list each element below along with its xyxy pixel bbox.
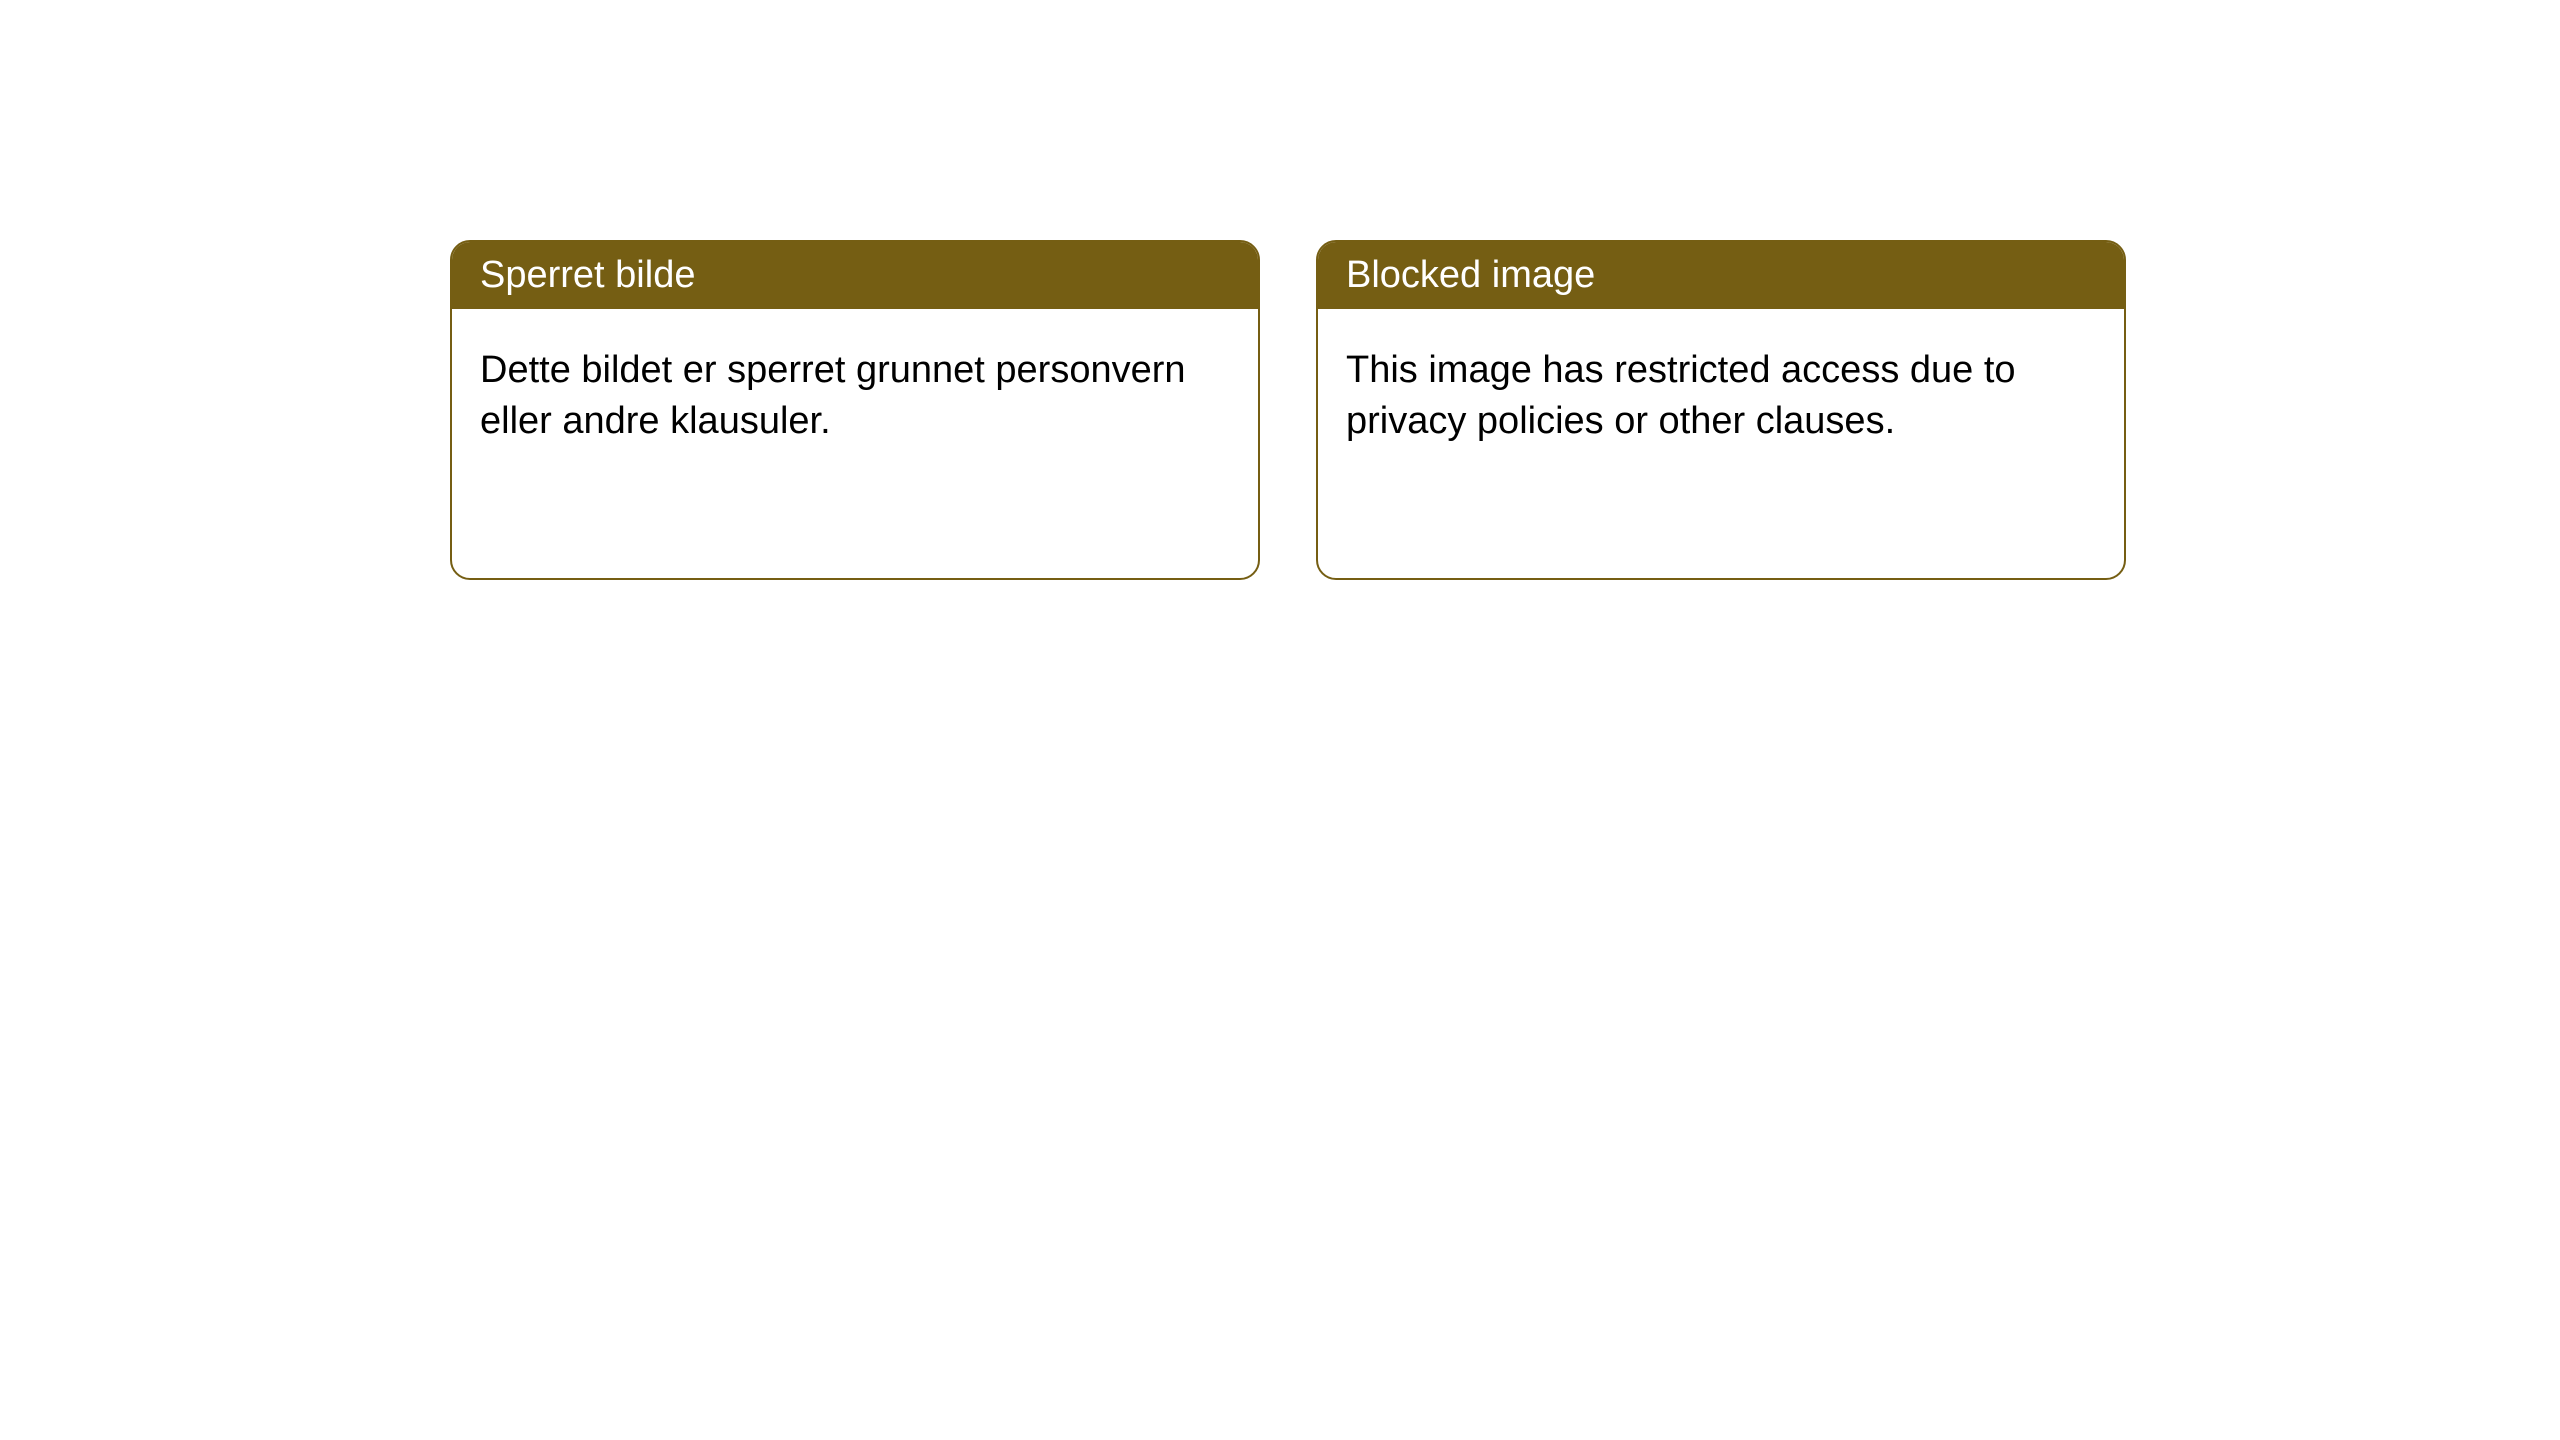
notice-container: Sperret bilde Dette bildet er sperret gr… (0, 0, 2560, 580)
notice-box-english: Blocked image This image has restricted … (1316, 240, 2126, 580)
notice-header: Blocked image (1318, 242, 2124, 309)
notice-title: Blocked image (1346, 254, 1595, 296)
notice-header: Sperret bilde (452, 242, 1258, 309)
notice-box-norwegian: Sperret bilde Dette bildet er sperret gr… (450, 240, 1260, 580)
notice-text: This image has restricted access due to … (1346, 349, 2016, 442)
notice-body: This image has restricted access due to … (1318, 309, 2124, 484)
notice-text: Dette bildet er sperret grunnet personve… (480, 349, 1186, 442)
notice-title: Sperret bilde (480, 254, 695, 296)
notice-body: Dette bildet er sperret grunnet personve… (452, 309, 1258, 484)
